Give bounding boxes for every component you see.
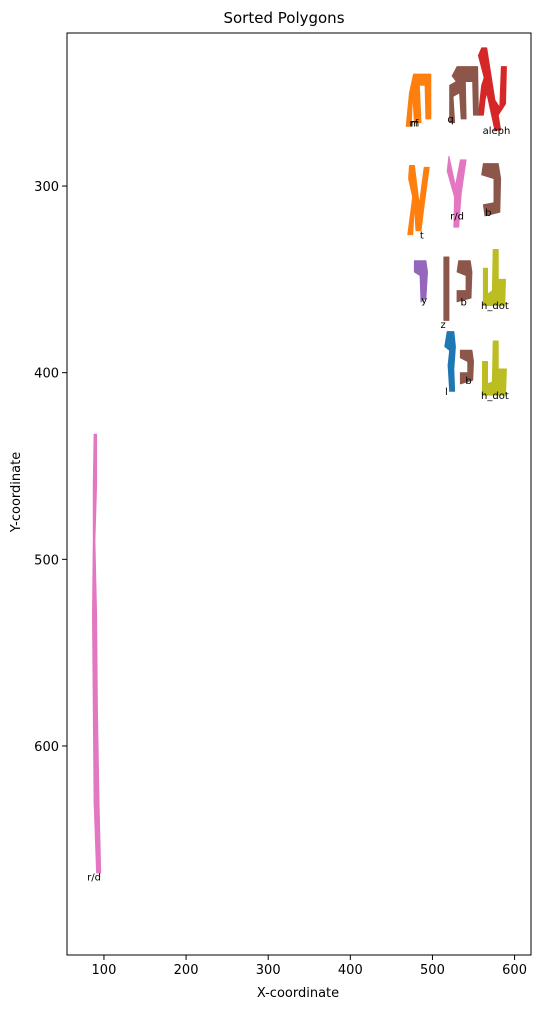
polygon-label: z (440, 320, 445, 331)
polygon-label: h_dot (481, 391, 509, 402)
polygon-layer (92, 47, 507, 874)
polygon-label: b (465, 376, 471, 387)
x-tick-label: 600 (502, 963, 527, 978)
polygon-label: y (421, 296, 427, 307)
x-tick-label: 300 (256, 963, 281, 978)
polygon-label: m (410, 118, 420, 129)
polygon-r-d (92, 433, 102, 874)
polygon-r-d (446, 155, 467, 228)
x-axis-title: X-coordinate (257, 986, 339, 1001)
polygon-y (413, 260, 428, 303)
y-tick-label: 400 (34, 367, 59, 382)
polygon-q (449, 66, 479, 124)
y-axis-title: Y-coordinate (9, 452, 24, 533)
y-tick-label: 500 (34, 553, 59, 568)
polygon-label: t (420, 230, 424, 241)
polygon-m (405, 73, 432, 127)
x-tick-label: 400 (338, 963, 363, 978)
polygon-aleph (477, 47, 507, 131)
polygon-b (456, 260, 473, 303)
polygon-b (459, 349, 474, 385)
y-axis: 300 400 500 600 (34, 180, 67, 755)
polygon-label: q (447, 115, 453, 126)
x-tick-label: 200 (174, 963, 199, 978)
polygon-b (481, 163, 502, 217)
polygon-label: r/d (87, 872, 101, 883)
chart-title: Sorted Polygons (223, 9, 344, 27)
y-tick-label: 600 (34, 740, 59, 755)
x-tick-label: 100 (92, 963, 117, 978)
polygon-label: l (445, 387, 448, 398)
polygon-label: h_dot (481, 301, 509, 312)
polygon-t (407, 165, 430, 236)
polygon-label: b (461, 298, 467, 309)
x-axis: 100 200 300 400 500 600 (92, 955, 527, 978)
x-tick-label: 500 (420, 963, 445, 978)
y-tick-label: 300 (34, 180, 59, 195)
polygon-z (443, 256, 450, 321)
plot-frame (66, 32, 532, 956)
polygon-label: b (485, 208, 491, 219)
polygon-l (444, 331, 456, 392)
polygon-label: aleph (483, 126, 511, 137)
polygon-label: rf (411, 118, 419, 129)
polygon-label: r/d (450, 212, 464, 223)
polygon-h-dot (482, 340, 507, 396)
polygon-h-dot (482, 249, 506, 306)
